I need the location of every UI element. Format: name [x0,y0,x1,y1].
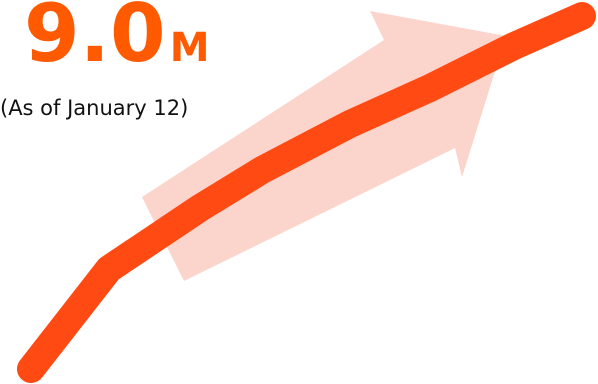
headline-metric: 9.0 M [24,0,210,74]
headline-unit: M [169,25,210,71]
headline-number: 9.0 [24,0,166,80]
growth-line-icon [17,2,596,383]
as-of-date-caption: (As of January 12) [0,96,189,120]
